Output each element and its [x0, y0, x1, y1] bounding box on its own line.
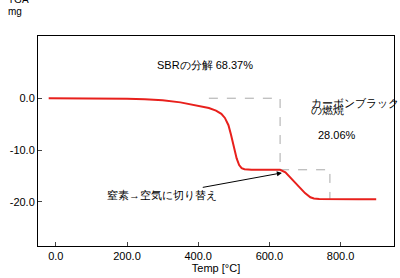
- svg-text:mg: mg: [8, 6, 22, 17]
- svg-text:カーボンブラック: カーボンブラック: [311, 97, 399, 109]
- svg-text:の燃焼: の燃焼: [311, 104, 344, 116]
- svg-text:400.0: 400.0: [184, 250, 212, 262]
- svg-text:TGA: TGA: [8, 0, 29, 5]
- svg-text:-10.0: -10.0: [10, 144, 35, 156]
- svg-text:800.0: 800.0: [327, 250, 355, 262]
- svg-text:28.06%: 28.06%: [318, 129, 356, 141]
- svg-text:-20.0: -20.0: [10, 196, 35, 208]
- svg-text:0.0: 0.0: [20, 92, 35, 104]
- svg-text:SBRの分解 68.37%: SBRの分解 68.37%: [157, 59, 253, 71]
- svg-text:0.0: 0.0: [48, 250, 63, 262]
- svg-text:600.0: 600.0: [256, 250, 284, 262]
- svg-text:200.0: 200.0: [113, 250, 141, 262]
- svg-text:Temp [°C]: Temp [°C]: [192, 262, 240, 274]
- svg-text:窒素→空気に切り替え: 窒素→空気に切り替え: [107, 189, 217, 201]
